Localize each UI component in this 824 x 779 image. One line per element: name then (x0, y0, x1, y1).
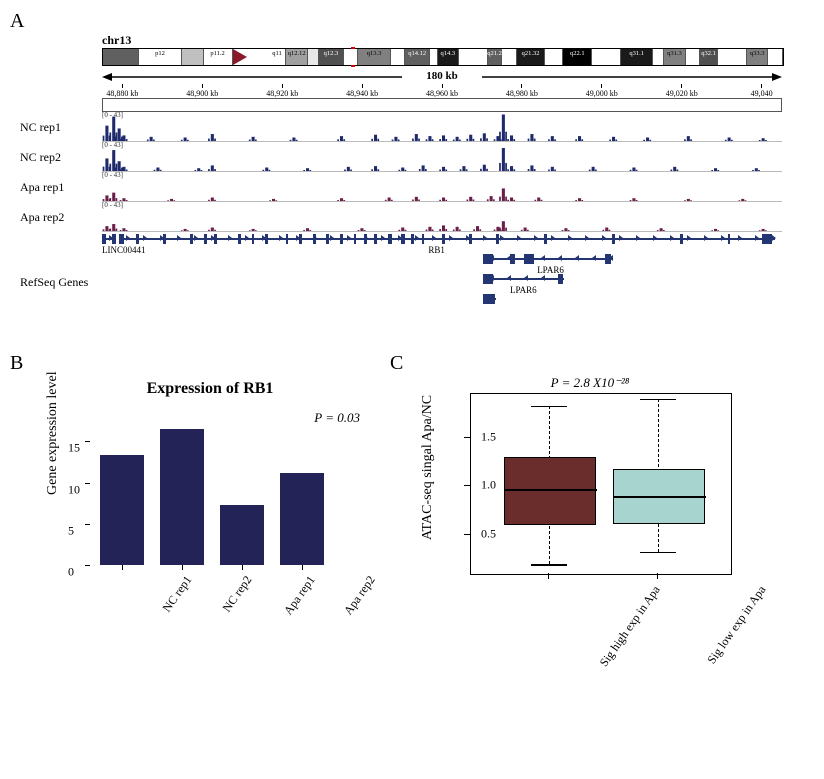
ruler: 180 kb 48,880 kb48,900 kb48,920 kb48,940… (102, 84, 782, 112)
chromosome-label: chr13 (102, 33, 810, 48)
ruler-box (102, 98, 782, 112)
panel-a-label: A (10, 10, 814, 33)
chart-b-ylabel: Gene expression level (45, 371, 61, 495)
track-label: Apa rep1 (20, 180, 90, 195)
tracks-container: NC rep1[0 - 43]NC rep2[0 - 43]Apa rep1[0… (20, 112, 810, 232)
panel-b: B Expression of RB1 P = 0.03 Gene expres… (10, 352, 390, 675)
chart-c-plot (470, 393, 732, 575)
refseq-label: RefSeq Genes (20, 275, 90, 290)
track-label: NC rep2 (20, 150, 90, 165)
gene-area: LINC00441RB1LPAR6LPAR6 (102, 232, 782, 332)
track-label: NC rep1 (20, 120, 90, 135)
chart-b-title: Expression of RB1 (50, 380, 370, 398)
refseq-row: RefSeq Genes LINC00441RB1LPAR6LPAR6 (20, 232, 810, 332)
bar (160, 429, 204, 565)
region-size: 180 kb (426, 70, 458, 82)
chart-b-plot (90, 425, 340, 565)
bar (100, 455, 144, 565)
panel-b-label: B (10, 352, 390, 375)
bar (280, 473, 324, 565)
chart-b-pvalue: P = 0.03 (314, 410, 360, 426)
ruler-ticks: 48,880 kb48,900 kb48,920 kb48,940 kb48,9… (102, 84, 782, 98)
chart-c: P = 2.8 X10⁻²⁸ ATAC-seq singal Apa/NC 0.… (420, 375, 760, 675)
chart-c-pvalue: P = 2.8 X10⁻²⁸ (551, 375, 630, 391)
chart-b: Expression of RB1 P = 0.03 Gene expressi… (50, 380, 370, 630)
bar (220, 505, 264, 565)
panel-c: C P = 2.8 X10⁻²⁸ ATAC-seq singal Apa/NC … (390, 352, 790, 675)
ideogram: p12p11.2q11q12.12q12.3q13.3q14.12q14.3q2… (102, 48, 784, 66)
chart-c-ylabel: ATAC-seq singal Apa/NC (420, 395, 436, 540)
panel-a: chr13 p12p11.2q11q12.12q12.3q13.3q14.12q… (20, 33, 810, 332)
panel-c-label: C (390, 352, 790, 375)
track-label: Apa rep2 (20, 210, 90, 225)
